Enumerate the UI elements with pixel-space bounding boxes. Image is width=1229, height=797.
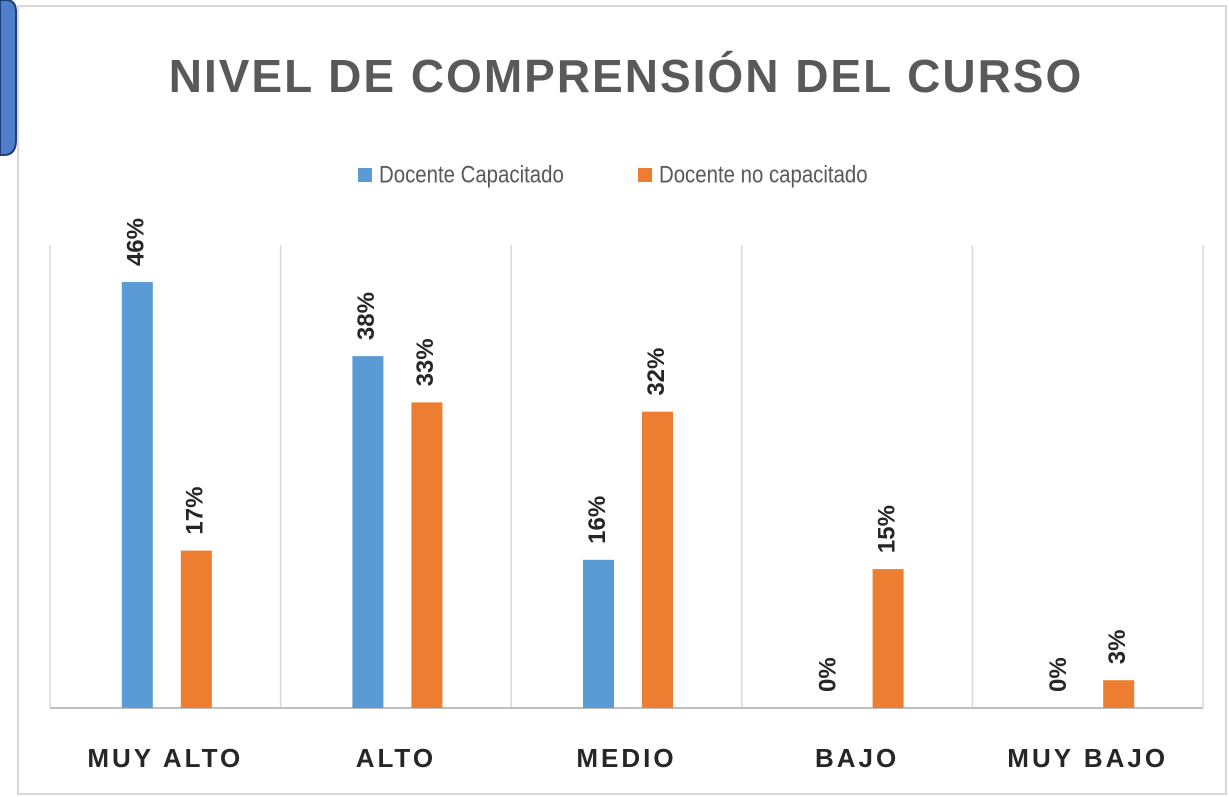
x-tick-label: MUY BAJO [1007,743,1168,773]
chart-title: NIVEL DE COMPRENSIÓN DEL CURSO [169,50,1084,102]
data-label: 17% [182,487,209,535]
bar [583,559,614,708]
data-label: 32% [643,348,670,396]
x-tick-label: MUY ALTO [87,743,243,773]
x-tick-label: BAJO [815,743,899,773]
data-label: 46% [123,218,150,266]
data-label: 16% [584,496,611,544]
legend: Docente Capacitado Docente no capacitado [358,161,868,188]
data-label: 38% [353,292,380,340]
bar [1103,680,1135,708]
x-tick-label: MEDIO [576,743,676,773]
data-label: 0% [814,657,841,692]
data-label: 0% [1045,657,1072,692]
bar [872,569,904,708]
bar [180,550,212,708]
x-tick-label: ALTO [356,743,436,773]
data-label: 3% [1104,630,1131,665]
legend-swatch [638,168,652,182]
bar [642,411,673,708]
data-label: 15% [873,505,900,553]
legend-swatch [358,168,372,182]
left-decoration [0,0,17,156]
bar [411,402,443,708]
legend-label: Docente Capacitado [379,161,564,188]
bar [121,282,153,708]
bar [352,356,384,708]
data-label: 33% [412,338,439,386]
chart-frame [17,5,1227,795]
legend-label: Docente no capacitado [659,161,868,188]
